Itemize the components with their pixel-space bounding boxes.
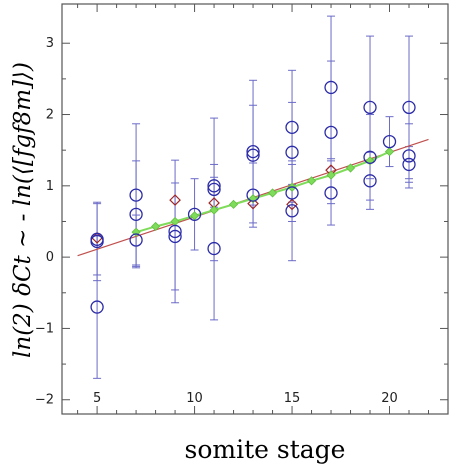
data-point [246, 148, 260, 162]
data-point [129, 188, 143, 202]
data-point [363, 100, 377, 115]
data-point [324, 80, 338, 95]
data-point [324, 125, 338, 139]
data-point [168, 224, 182, 239]
model-diamond-point [151, 221, 161, 232]
model-diamond-point [365, 156, 375, 166]
plot-frame [61, 3, 449, 415]
chart-marks [77, 15, 429, 379]
x-tick-label: 5 [93, 391, 101, 406]
data-point [246, 188, 260, 202]
data-point [324, 186, 338, 200]
model-diamond-point [326, 170, 336, 180]
y-tick-label: −2 [35, 393, 54, 408]
data-point [285, 120, 299, 135]
data-point [246, 144, 260, 159]
data-point [207, 241, 221, 256]
data-point [129, 207, 143, 221]
model-diamond-point [306, 176, 317, 186]
data-point [90, 300, 104, 314]
model-diamond-point [190, 211, 200, 221]
data-point [285, 145, 299, 159]
x-tick-label: 20 [381, 391, 398, 406]
y-tick-label: 1 [46, 179, 54, 194]
data-point [129, 233, 143, 247]
data-point [207, 179, 221, 193]
fit-diamond-point [286, 198, 298, 211]
data-point [402, 149, 416, 163]
data-point [187, 207, 202, 221]
data-point [90, 234, 104, 249]
data-point [363, 150, 377, 164]
model-diamond-point [267, 188, 278, 198]
y-tick-label: 3 [46, 36, 54, 51]
y-tick-label: 0 [46, 250, 54, 265]
data-point [168, 229, 182, 244]
y-tick-label: 2 [46, 108, 54, 123]
axis-tick-labels: 5 10 15 20 −2 −1 0 1 2 3 [35, 36, 398, 408]
data-point [285, 186, 299, 200]
x-tick-label: 10 [186, 391, 203, 406]
x-tick-label: 15 [284, 391, 301, 406]
fit-diamond-point [247, 197, 259, 210]
data-point [402, 157, 416, 172]
data-point [363, 174, 377, 188]
data-point [285, 204, 299, 218]
data-point [402, 100, 416, 115]
fit-diamond-point [169, 194, 181, 206]
model-diamond-point [228, 199, 239, 209]
x-axis-label: somite stage [185, 435, 346, 464]
y-axis-label: ln(2) δCt ~ - ln(⟨[fgf8m]⟩) [10, 62, 36, 358]
y-tick-label: −1 [35, 321, 54, 336]
axis-ticks [62, 4, 448, 414]
model-diamond-point [345, 163, 356, 173]
data-point [207, 182, 221, 197]
data-point [382, 134, 397, 149]
model-diamond-point [209, 205, 219, 215]
model-diamond-point [384, 147, 395, 157]
